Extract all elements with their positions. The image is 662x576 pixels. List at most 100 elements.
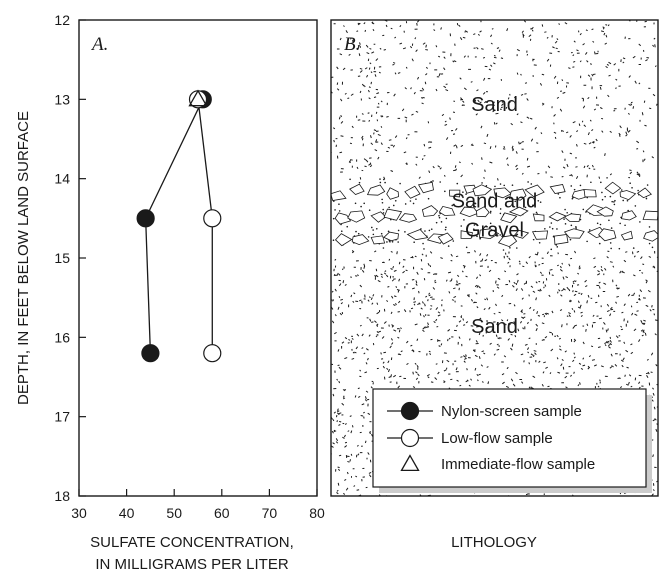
sand-grain	[404, 231, 406, 233]
sand-grain	[538, 242, 541, 244]
sand-grain	[536, 251, 539, 255]
sand-grain	[476, 373, 479, 377]
sand-grain	[566, 315, 569, 317]
sand-grain	[577, 384, 580, 387]
sand-grain	[348, 339, 351, 341]
sand-grain	[636, 250, 640, 253]
sand-grain	[501, 373, 505, 376]
sand-grain	[532, 238, 535, 241]
sand-grain	[480, 364, 484, 367]
sand-grain	[605, 34, 608, 38]
gravel-pebble	[421, 205, 439, 217]
sand-grain	[375, 335, 378, 338]
sand-grain	[587, 97, 590, 100]
sand-grain	[456, 324, 458, 327]
sand-grain	[369, 62, 372, 65]
sand-grain	[609, 195, 612, 198]
sand-grain	[371, 51, 375, 54]
sand-grain	[367, 412, 371, 416]
sand-grain	[498, 49, 501, 52]
sand-grain	[648, 242, 651, 245]
sand-grain	[425, 326, 428, 329]
sand-grain	[652, 419, 656, 422]
sand-grain	[405, 137, 408, 140]
sand-grain	[483, 77, 486, 81]
sand-grain	[646, 56, 650, 59]
sand-grain	[444, 228, 447, 231]
sand-grain	[511, 145, 514, 149]
sand-grain	[411, 255, 414, 259]
sand-grain	[443, 56, 446, 59]
sand-grain	[630, 351, 634, 355]
sand-grain	[503, 355, 507, 358]
sand-grain	[350, 276, 352, 278]
sand-grain	[342, 280, 345, 284]
sand-grain	[482, 91, 486, 95]
sand-grain	[372, 233, 375, 236]
sand-grain	[332, 442, 335, 445]
gravel-pebble	[331, 190, 347, 201]
sand-grain	[468, 384, 471, 387]
gravel-pebble	[406, 229, 429, 241]
sand-grain	[343, 434, 346, 438]
sand-grain	[435, 88, 438, 92]
sand-grain	[365, 362, 368, 365]
sand-grain	[515, 164, 518, 168]
sand-grain	[363, 202, 365, 205]
sand-grain	[370, 226, 373, 229]
sand-grain	[551, 227, 554, 230]
sand-grain	[544, 284, 547, 287]
sand-grain	[607, 328, 609, 332]
sand-grain	[425, 73, 428, 76]
sand-grain	[521, 310, 523, 314]
sand-grain	[350, 453, 353, 456]
sand-grain	[481, 258, 484, 262]
lithology-axis-title: LITHOLOGY	[451, 534, 537, 551]
sand-grain	[382, 208, 384, 211]
sand-grain	[423, 315, 425, 318]
sand-grain	[350, 159, 353, 161]
sand-grain	[527, 181, 529, 183]
sand-grain	[435, 318, 438, 322]
sand-grain	[450, 253, 453, 257]
sand-grain	[507, 97, 510, 100]
sand-grain	[656, 103, 658, 106]
sand-grain	[489, 222, 492, 225]
sand-grain	[424, 303, 426, 307]
sand-grain	[535, 297, 537, 301]
sand-grain	[604, 195, 606, 198]
sand-grain	[447, 329, 451, 332]
sand-grain	[554, 40, 558, 44]
gravel-pebble	[553, 234, 569, 245]
sand-grain	[530, 183, 533, 185]
sand-grain	[381, 336, 385, 339]
sand-grain	[621, 364, 624, 368]
sand-grain	[603, 321, 606, 325]
sand-grain	[465, 30, 468, 33]
sand-grain	[349, 142, 353, 145]
sand-grain	[368, 97, 371, 100]
sand-grain	[479, 317, 482, 320]
sand-grain	[568, 289, 571, 292]
sand-grain	[346, 40, 350, 44]
sand-grain	[397, 72, 401, 74]
sand-grain	[434, 281, 437, 284]
sand-grain	[424, 81, 427, 85]
sand-grain	[361, 138, 364, 141]
sand-grain	[580, 315, 583, 317]
sand-grain	[645, 304, 649, 307]
sand-grain	[406, 362, 409, 366]
sand-grain	[551, 274, 554, 276]
gravel-pebble	[459, 206, 479, 218]
legend-label: Immediate-flow sample	[441, 456, 595, 473]
sand-grain	[433, 273, 436, 275]
gravel-pebble	[524, 184, 545, 198]
sand-grain	[437, 371, 440, 375]
sand-grain	[652, 454, 654, 458]
sand-grain	[577, 272, 580, 275]
sand-grain	[564, 350, 567, 353]
sand-grain	[421, 158, 424, 161]
sand-grain	[644, 20, 647, 23]
sand-grain	[556, 228, 558, 230]
sand-grain	[489, 210, 492, 213]
